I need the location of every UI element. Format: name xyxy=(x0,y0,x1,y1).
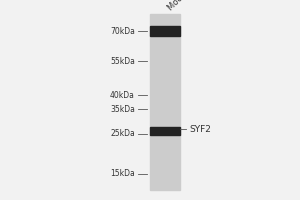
Text: 55kDa: 55kDa xyxy=(110,56,135,66)
Text: SYF2: SYF2 xyxy=(189,124,211,134)
Text: 25kDa: 25kDa xyxy=(110,130,135,138)
Text: Mouse liver: Mouse liver xyxy=(166,0,207,12)
Bar xyxy=(150,14,180,190)
Text: 40kDa: 40kDa xyxy=(110,90,135,99)
Text: 15kDa: 15kDa xyxy=(110,170,135,178)
Text: 70kDa: 70kDa xyxy=(110,26,135,36)
Bar xyxy=(150,127,180,135)
Text: 35kDa: 35kDa xyxy=(110,104,135,114)
Bar xyxy=(150,26,180,36)
